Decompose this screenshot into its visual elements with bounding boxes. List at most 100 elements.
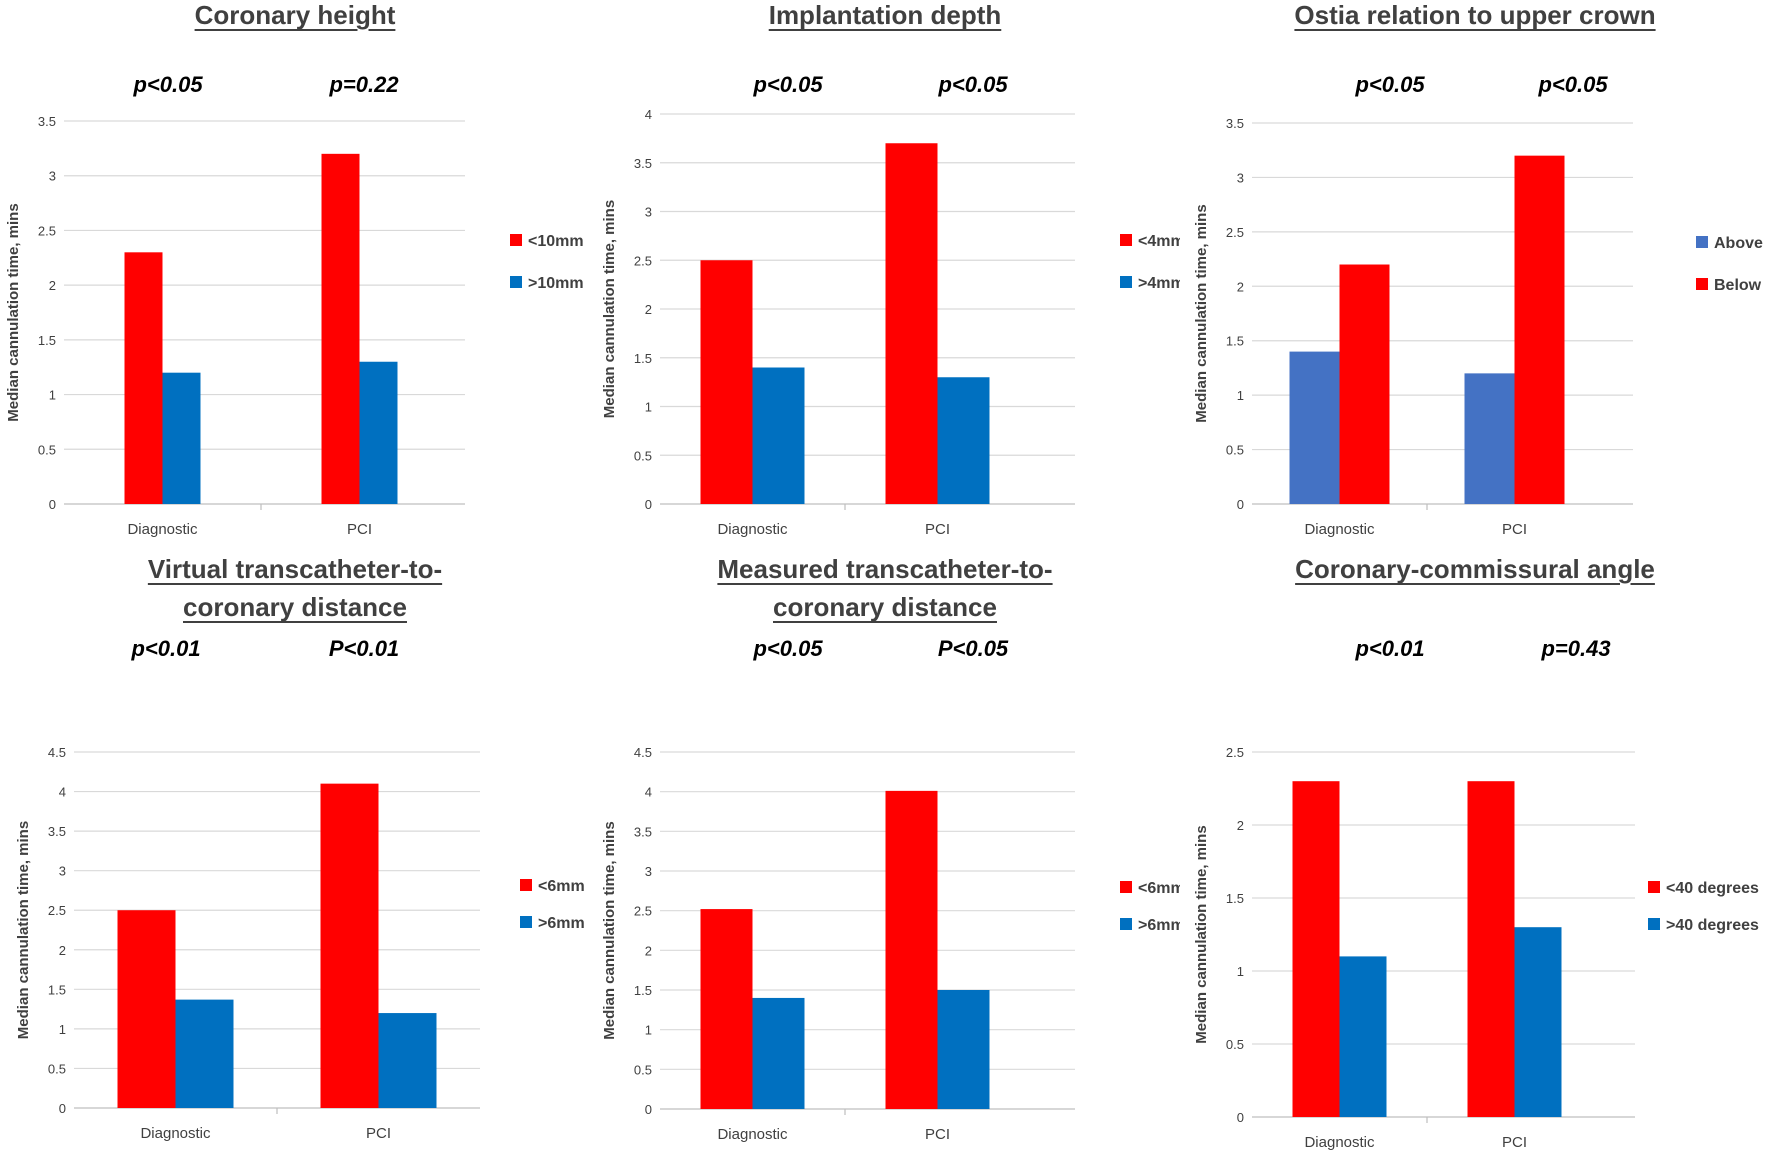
chart-title-line: coronary distance xyxy=(183,592,407,622)
p-value-pci: p=0.43 xyxy=(1541,636,1611,661)
legend-swatch xyxy=(1120,276,1132,288)
legend-swatch xyxy=(520,916,532,928)
p-value-pci: P<0.05 xyxy=(937,636,1009,661)
bar-chart: 0 0.5 1 1.5 2 2.5 3 3.5 4 4.5 Median cannulation t… xyxy=(15,745,585,1142)
y-tick-label: 2 xyxy=(1237,279,1244,294)
chart-title: Measured transcatheter-to- coronary dist… xyxy=(590,550,1180,626)
y-tick-label: 1.5 xyxy=(634,983,652,998)
legend-label: Below xyxy=(1714,277,1762,294)
y-axis-label: Median cannulation time, mins xyxy=(5,203,22,421)
y-axis-label: Median cannulation time, mins xyxy=(601,200,618,418)
bar xyxy=(321,153,360,505)
x-tick-label: PCI xyxy=(925,521,950,538)
legend-label: <40 degrees xyxy=(1666,880,1759,897)
legend-label: >40 degrees xyxy=(1666,917,1759,934)
y-tick-label: 1.5 xyxy=(1226,334,1244,349)
bar xyxy=(378,1013,437,1108)
y-tick-label: 4 xyxy=(59,785,66,800)
legend-label: <4mm xyxy=(1138,233,1180,250)
chart-title-line: Ostia relation to upper crown xyxy=(1294,0,1656,30)
legend-label: Above xyxy=(1714,235,1763,252)
bar xyxy=(1467,781,1515,1117)
y-axis-label: Median cannulation time, mins xyxy=(1193,825,1210,1043)
p-value-diagnostic: p<0.05 xyxy=(133,72,203,97)
p-value-diagnostic: p<0.05 xyxy=(753,636,823,661)
y-tick-label: 4 xyxy=(645,107,652,122)
bar xyxy=(162,372,201,504)
bar xyxy=(1289,351,1340,504)
x-tick-label: Diagnostic xyxy=(140,1125,211,1142)
y-tick-label: 1.5 xyxy=(634,351,652,366)
y-tick-label: 0.5 xyxy=(48,1061,66,1076)
bar-chart: 0 0.5 1 1.5 2 2.5 3 3.5 Median cannulation time,… xyxy=(5,114,584,538)
y-tick-label: 3 xyxy=(645,205,652,220)
y-tick-label: 1 xyxy=(1237,388,1244,403)
chart-title-line: coronary distance xyxy=(773,592,997,622)
bar xyxy=(700,909,753,1109)
y-tick-label: 0.5 xyxy=(634,448,652,463)
legend-label: >10mm xyxy=(528,275,584,292)
y-tick-label: 2.5 xyxy=(1226,745,1244,760)
bar xyxy=(700,260,753,504)
chart-title-line: Coronary height xyxy=(194,0,396,30)
y-axis-label: Median cannulation time, mins xyxy=(1193,204,1210,422)
bar-chart: 0 0.5 1 1.5 2 2.5 3 3.5 4 4.5 Median cannulation t… xyxy=(601,745,1180,1143)
legend-label: <6mm xyxy=(1138,880,1180,897)
legend-label: >4mm xyxy=(1138,275,1180,292)
legend-label: <10mm xyxy=(528,233,584,250)
y-tick-label: 1 xyxy=(645,400,652,415)
bar-chart: 0 0.5 1 1.5 2 2.5 3 3.5 4 Median cannulation time… xyxy=(601,107,1180,538)
bar xyxy=(1514,155,1565,504)
y-tick-label: 3 xyxy=(59,864,66,879)
bar xyxy=(885,143,938,504)
y-tick-label: 2.5 xyxy=(1226,225,1244,240)
y-tick-label: 0 xyxy=(1237,497,1244,512)
x-tick-label: Diagnostic xyxy=(127,521,198,538)
chart-title-line: Measured transcatheter-to- xyxy=(717,554,1053,584)
bar-chart: 0 0.5 1 1.5 2 2.5 3 3.5 Median cannulation time,… xyxy=(1193,116,1763,538)
bar xyxy=(1514,927,1562,1117)
y-tick-label: 3.5 xyxy=(48,824,66,839)
legend-swatch xyxy=(1120,918,1132,930)
bar xyxy=(320,783,379,1108)
y-tick-label: 3.5 xyxy=(1226,116,1244,131)
y-tick-label: 0 xyxy=(1237,1110,1244,1125)
chart-title: Coronary-commissural angle xyxy=(1180,550,1770,588)
chart-title: Implantation depth xyxy=(590,0,1180,34)
bar-chart: 0 0.5 1 1.5 2 2.5 Median cannulation time, min… xyxy=(1193,745,1759,1151)
chart-panel-implantation-depth: Implantation depth p<0.05 p<0.05 0 0.5 1 1.… xyxy=(590,0,1180,580)
y-tick-label: 2.5 xyxy=(38,223,56,238)
chart-panel-virtual-distance: Virtual transcatheter-to- coronary dista… xyxy=(0,554,590,1160)
p-value-pci: P<0.01 xyxy=(328,636,400,661)
y-tick-label: 2 xyxy=(1237,818,1244,833)
legend-swatch xyxy=(1696,278,1708,290)
chart-title-line: Implantation depth xyxy=(768,0,1002,30)
p-value-pci: p<0.05 xyxy=(1538,72,1608,97)
y-tick-label: 0.5 xyxy=(1226,1037,1244,1052)
chart-panel-measured-distance: Measured transcatheter-to- coronary dist… xyxy=(590,554,1180,1160)
y-tick-label: 4 xyxy=(645,785,652,800)
bar xyxy=(117,910,176,1108)
x-tick-label: Diagnostic xyxy=(717,521,788,538)
chart-panel-coronary-height: Coronary height p<0.05 p=0.22 0 0.5 1 1.5 2 2… xyxy=(0,0,590,580)
p-value-diagnostic: p<0.01 xyxy=(1355,636,1425,661)
legend-swatch xyxy=(1120,234,1132,246)
y-tick-label: 0 xyxy=(59,1101,66,1116)
y-tick-label: 2 xyxy=(49,278,56,293)
legend-swatch xyxy=(520,879,532,891)
y-tick-label: 4.5 xyxy=(48,745,66,760)
bar xyxy=(885,790,938,1109)
y-tick-label: 0 xyxy=(49,497,56,512)
legend-label: <6mm xyxy=(538,878,585,895)
chart-panel-commissural-angle: Coronary-commissural angle p<0.01 p=0.43… xyxy=(1180,554,1770,1160)
bar xyxy=(175,999,234,1108)
bar xyxy=(1339,264,1390,504)
y-tick-label: 3.5 xyxy=(634,156,652,171)
y-tick-label: 1.5 xyxy=(48,982,66,997)
y-tick-label: 2.5 xyxy=(48,903,66,918)
p-value-pci: p=0.22 xyxy=(329,72,399,97)
p-value-diagnostic: p<0.01 xyxy=(131,636,201,661)
bar xyxy=(359,361,398,504)
legend-label: >6mm xyxy=(538,915,585,932)
y-tick-label: 2.5 xyxy=(634,904,652,919)
